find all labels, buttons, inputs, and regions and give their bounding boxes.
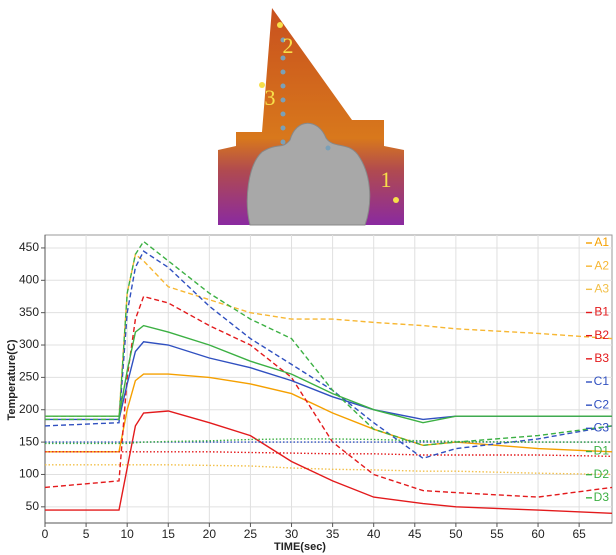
x-tick-label: 30	[285, 527, 299, 541]
legend-label: B2	[594, 328, 609, 342]
x-tick-label: 20	[203, 527, 217, 541]
legend-label: C2	[594, 397, 610, 411]
y-tick-label: 150	[19, 434, 39, 448]
legend-label: B1	[594, 305, 609, 319]
x-tick-label: 45	[408, 527, 422, 541]
part-figure: 2 3 1	[218, 8, 404, 225]
y-tick-label: 250	[19, 370, 39, 384]
x-tick-label: 50	[449, 527, 463, 541]
x-tick-label: 35	[326, 527, 340, 541]
legend-label: D3	[594, 490, 610, 504]
y-tick-label: 300	[19, 337, 39, 351]
x-tick-label: 15	[162, 527, 176, 541]
page: {"figure_labels": ["2", "3", "1"], "char…	[0, 0, 616, 555]
y-tick-label: 450	[19, 240, 39, 254]
x-axis-title: TIME(sec)	[274, 541, 326, 553]
y-tick-label: 50	[26, 499, 40, 513]
y-tick-label: 200	[19, 402, 39, 416]
x-tick-label: 5	[83, 527, 90, 541]
y-tick-label: 400	[19, 272, 39, 286]
legend-label: D1	[594, 444, 610, 458]
y-tick-label: 100	[19, 467, 39, 481]
legend-label: C3	[594, 421, 610, 435]
figure-label: 3	[265, 85, 276, 110]
x-tick-label: 10	[120, 527, 134, 541]
legend-label: A3	[594, 282, 609, 296]
x-tick-label: 0	[42, 527, 49, 541]
x-tick-label: 65	[572, 527, 586, 541]
chart: 2 3 1 TIME(sec) Temperature(C) 501001502…	[0, 0, 616, 555]
x-tick-label: 40	[367, 527, 381, 541]
x-tick-label: 60	[531, 527, 545, 541]
legend-label: A2	[594, 258, 609, 272]
y-axis-title: Temperature(C)	[6, 339, 18, 420]
x-tick-label: 55	[490, 527, 504, 541]
legend-label: C1	[594, 374, 610, 388]
figure-label: 1	[381, 167, 392, 192]
legend-label: D2	[594, 467, 610, 481]
figure-label: 2	[283, 33, 294, 58]
legend-label: A1	[594, 235, 609, 249]
legend-label: B3	[594, 351, 609, 365]
y-tick-label: 350	[19, 305, 39, 319]
x-tick-label: 25	[244, 527, 258, 541]
